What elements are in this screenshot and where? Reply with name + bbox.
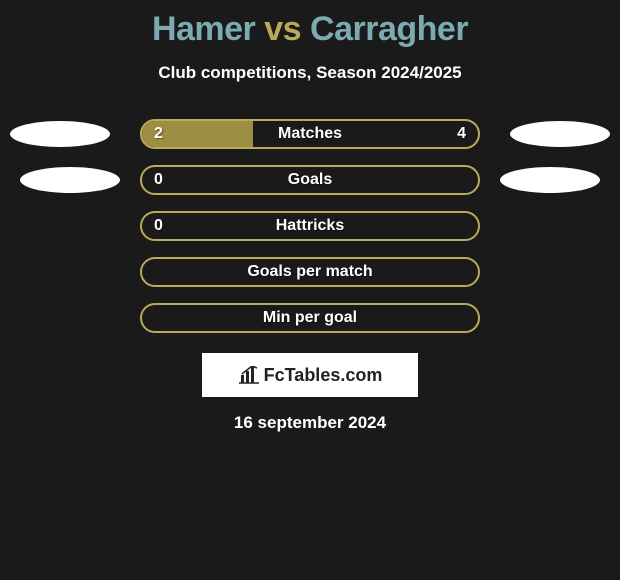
player2-pill <box>500 167 600 193</box>
logo-box: FcTables.com <box>202 353 418 397</box>
subtitle: Club competitions, Season 2024/2025 <box>0 63 620 83</box>
stat-label: Goals <box>142 167 478 193</box>
logo-text: FcTables.com <box>264 365 383 386</box>
player2-name: Carragher <box>310 10 468 48</box>
page-title: Hamer vs Carragher <box>0 0 620 49</box>
stat-label: Min per goal <box>142 305 478 331</box>
stat-row: 2Matches4 <box>0 119 620 149</box>
date-text: 16 september 2024 <box>0 413 620 433</box>
stat-label: Goals per match <box>142 259 478 285</box>
stat-row: 0Goals <box>0 165 620 195</box>
stat-row: 0Hattricks <box>0 211 620 241</box>
logo: FcTables.com <box>238 365 383 386</box>
stat-rows: 2Matches4 0Goals 0Hattricks Goals per match… <box>0 119 620 333</box>
vs-text: vs <box>264 10 301 48</box>
stat-bar: Min per goal <box>140 303 480 333</box>
stat-value-right: 4 <box>457 121 466 147</box>
stat-label: Hattricks <box>142 213 478 239</box>
stat-label: Matches <box>142 121 478 147</box>
player2-pill <box>510 121 610 147</box>
stat-row: Goals per match <box>0 257 620 287</box>
stat-row: Min per goal <box>0 303 620 333</box>
player1-pill <box>20 167 120 193</box>
player1-name: Hamer <box>152 10 255 48</box>
comparison-infographic: Hamer vs Carragher Club competitions, Se… <box>0 0 620 433</box>
player1-pill <box>10 121 110 147</box>
stat-bar: 0Hattricks <box>140 211 480 241</box>
stat-bar: 0Goals <box>140 165 480 195</box>
bar-chart-icon <box>238 366 260 384</box>
stat-bar: 2Matches4 <box>140 119 480 149</box>
stat-bar: Goals per match <box>140 257 480 287</box>
